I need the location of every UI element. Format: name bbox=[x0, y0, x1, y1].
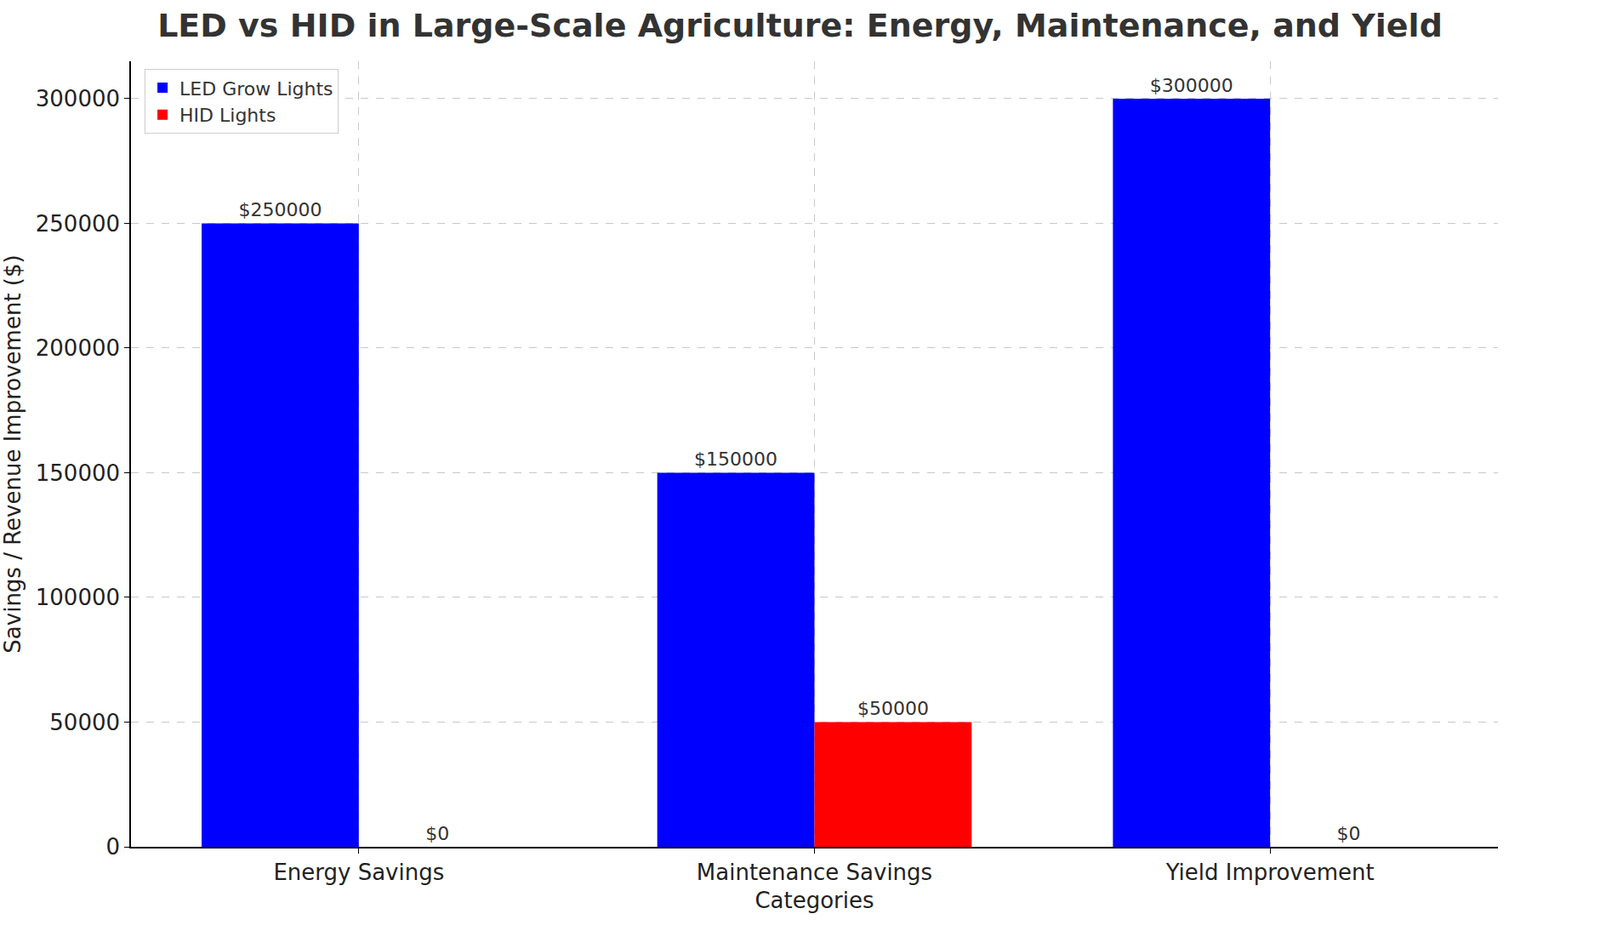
svg-text:$50000: $50000 bbox=[857, 697, 929, 719]
svg-text:0: 0 bbox=[106, 833, 121, 860]
svg-text:Maintenance Savings: Maintenance Savings bbox=[696, 859, 933, 885]
svg-text:$300000: $300000 bbox=[1150, 74, 1234, 97]
svg-text:150000: 150000 bbox=[35, 460, 120, 486]
svg-text:300000: 300000 bbox=[35, 85, 120, 112]
svg-text:$0: $0 bbox=[1337, 822, 1361, 844]
svg-text:Categories: Categories bbox=[754, 887, 874, 913]
svg-text:200000: 200000 bbox=[35, 335, 120, 361]
svg-text:LED vs HID in Large-Scale Agri: LED vs HID in Large-Scale Agriculture: E… bbox=[157, 6, 1443, 45]
svg-text:$150000: $150000 bbox=[694, 448, 778, 470]
svg-text:Yield Improvement: Yield Improvement bbox=[1165, 859, 1375, 885]
svg-text:Energy Savings: Energy Savings bbox=[273, 859, 445, 885]
svg-text:$0: $0 bbox=[425, 822, 450, 844]
svg-text:LED Grow Lights: LED Grow Lights bbox=[179, 78, 334, 100]
svg-text:$250000: $250000 bbox=[238, 199, 322, 221]
svg-text:250000: 250000 bbox=[35, 210, 120, 237]
svg-text:HID Lights: HID Lights bbox=[179, 104, 276, 126]
svg-text:100000: 100000 bbox=[35, 584, 120, 610]
svg-text:50000: 50000 bbox=[49, 709, 120, 735]
svg-text:Savings / Revenue Improvement: Savings / Revenue Improvement ($) bbox=[0, 254, 26, 653]
